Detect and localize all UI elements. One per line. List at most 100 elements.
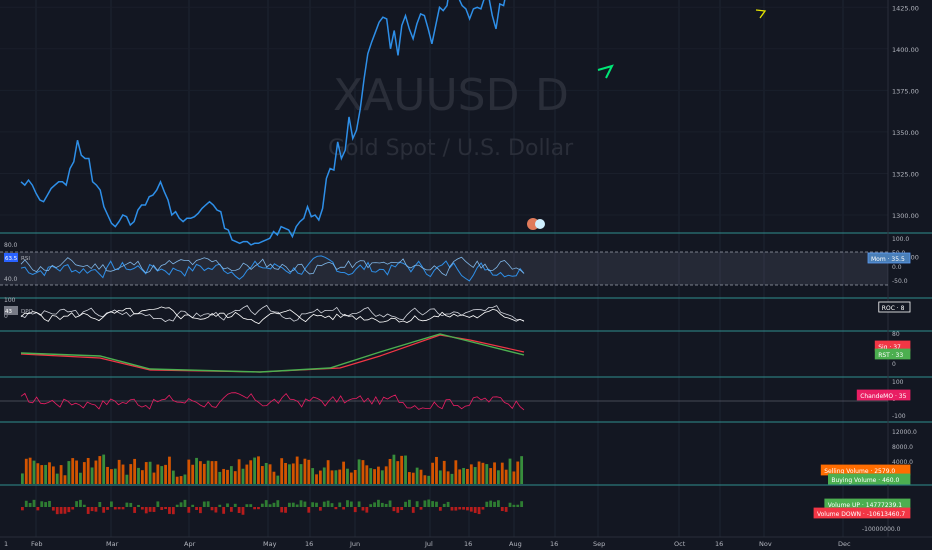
volume-updown-bar: [237, 507, 241, 513]
volume-updown-bar: [24, 500, 28, 507]
time-tick-label: Mar: [106, 540, 119, 548]
pane-value-badge: [813, 507, 911, 519]
price-tick-label: 1425.00: [892, 4, 919, 12]
volume-bar: [164, 464, 167, 484]
pane-value-label: Selling Volume · 2579.0: [824, 468, 895, 475]
volume-bar: [214, 461, 218, 484]
volume-updown-bar: [493, 501, 496, 507]
volume-bar: [346, 468, 349, 484]
volume-bar: [512, 471, 516, 484]
volume-bar: [264, 462, 268, 484]
volume-bar: [249, 460, 253, 484]
volume-updown-bar: [28, 502, 32, 507]
watermark-interval: D: [535, 70, 569, 121]
time-tick-label: Oct: [674, 540, 686, 548]
volume-bar: [295, 456, 299, 484]
volume-updown-bar: [125, 502, 129, 507]
volume-updown-bar: [106, 507, 109, 510]
volume-bar: [272, 471, 276, 484]
time-tick-label: May: [263, 540, 277, 548]
volume-bar: [268, 464, 272, 484]
time-tick-label: 16: [550, 540, 558, 548]
volume-bar: [28, 457, 32, 484]
pane-value-label: Mom · 35.5: [871, 256, 905, 263]
volume-updown-bar: [485, 501, 489, 507]
volume-bar: [51, 466, 55, 484]
pane-tick-label: 100: [4, 297, 16, 304]
pane-badge: [4, 306, 18, 315]
volume-updown-bar: [357, 501, 361, 507]
volume-updown-bar: [442, 503, 446, 507]
volume-updown-bar: [450, 507, 454, 511]
volume-bar: [82, 462, 86, 484]
pane-value-badge: [856, 389, 911, 401]
price-tick-label: 1400.00: [892, 46, 919, 54]
volume-bar: [106, 466, 109, 484]
indicator-panes[interactable]: [0, 251, 888, 515]
volume-updown-bar: [311, 502, 315, 507]
volume-updown-bar: [51, 507, 55, 511]
volume-bar: [454, 460, 458, 484]
volume-updown-bar: [206, 501, 210, 507]
volume-bar: [110, 469, 113, 484]
time-tick-label: Dec: [838, 540, 851, 548]
volume-bar: [175, 476, 179, 484]
volume-bar: [113, 468, 117, 484]
volume-bar: [497, 470, 500, 484]
volume-bar: [233, 471, 237, 484]
volume-updown-bar: [438, 507, 442, 511]
volume-bar: [179, 476, 183, 484]
forecast-arrowhead: [597, 64, 614, 79]
volume-updown-bar: [373, 502, 376, 507]
volume-updown-bar: [210, 507, 214, 511]
volume-bar: [369, 468, 373, 484]
volume-updown-bar: [477, 507, 481, 515]
volume-updown-bar: [195, 507, 198, 511]
volume-updown-bar: [419, 507, 423, 510]
pane-value-badge: [828, 473, 911, 485]
volume-bar: [133, 458, 137, 484]
volume-updown-bar: [79, 499, 82, 507]
volume-bar: [516, 461, 520, 484]
volume-bar: [21, 473, 24, 484]
volume-updown-bar: [98, 501, 102, 507]
main-price-pane[interactable]: XAUUSD · 1454.95: [0, 0, 920, 246]
volume-updown-bar: [133, 507, 137, 513]
volume-bar: [419, 469, 423, 484]
volume-bar: [36, 463, 40, 484]
volume-updown-bar: [156, 501, 160, 507]
volume-bar: [160, 466, 164, 484]
volume-updown-bar: [408, 499, 411, 507]
volume-updown-bar: [284, 507, 287, 513]
volume-bar: [404, 455, 407, 484]
volume-bar: [438, 470, 442, 484]
pane-badge-value: 43: [5, 309, 12, 315]
pane-badge-label: DPO: [21, 309, 34, 315]
time-axis[interactable]: Feb Mar Apr May 16 Jun Jul 16 Aug 16 Sep Oct 16 Nov De…: [0, 536, 932, 548]
volume-bar: [137, 467, 140, 484]
volume-updown-bar: [404, 501, 407, 507]
volume-bar: [469, 464, 473, 484]
volume-bar: [357, 459, 361, 484]
volume-bar: [338, 469, 342, 484]
pane-value-badge: [867, 252, 911, 264]
pane-badge: [4, 253, 18, 262]
pane-tick-label: 100.0: [892, 236, 909, 243]
time-tick-label: 16: [305, 540, 313, 548]
chandemo-line: [20, 392, 525, 411]
volume-updown-bar: [466, 507, 469, 511]
volume-bar: [318, 470, 322, 484]
volume-updown-bar: [288, 502, 291, 507]
pane-value-label: Buying Volume · 460.0: [831, 477, 899, 484]
volume-updown-bar: [257, 507, 260, 510]
pane-separators: [0, 0, 932, 537]
volume-updown-bar: [353, 507, 357, 513]
volume-updown-bar: [520, 501, 524, 507]
time-tick-label: 16: [715, 540, 723, 548]
pane-tick-label: 80: [892, 331, 900, 338]
volume-bar: [365, 465, 369, 484]
event-marker: [535, 219, 545, 229]
volume-bar: [446, 471, 450, 484]
volume-bar: [94, 460, 98, 484]
